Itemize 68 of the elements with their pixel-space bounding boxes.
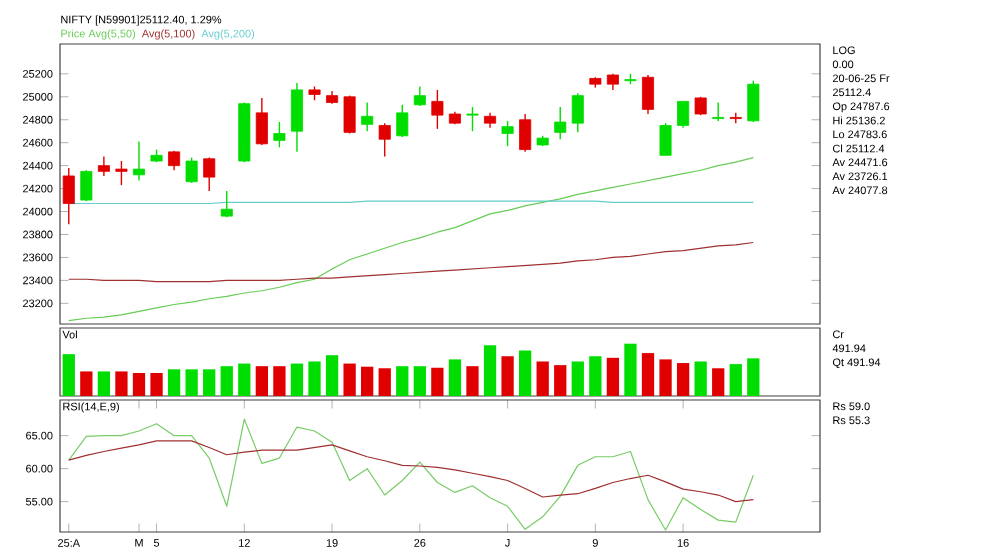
bar	[694, 361, 707, 396]
bar	[554, 365, 567, 396]
candlestick	[255, 97, 268, 146]
candlestick	[185, 156, 198, 184]
candlestick	[97, 155, 110, 177]
candlestick	[203, 156, 216, 192]
candlestick	[132, 140, 145, 182]
bar	[185, 369, 198, 396]
bar	[747, 358, 760, 396]
bar	[676, 363, 690, 396]
bar	[273, 366, 286, 396]
bar	[413, 366, 426, 396]
bar	[606, 357, 620, 396]
candlestick	[80, 169, 93, 202]
bar	[343, 363, 356, 396]
candlestick	[115, 160, 128, 186]
bar	[448, 359, 462, 396]
candlestick	[220, 190, 233, 218]
bar	[431, 367, 444, 396]
bar	[536, 361, 549, 396]
bar	[589, 356, 602, 396]
bar	[483, 345, 497, 396]
bar	[466, 366, 479, 396]
bar	[659, 359, 672, 396]
bar	[378, 368, 391, 396]
candlestick	[641, 74, 655, 115]
candlestick	[361, 101, 374, 132]
bar	[132, 372, 146, 396]
candlestick	[378, 122, 391, 158]
bar	[115, 371, 128, 396]
candlestick	[62, 167, 75, 225]
candlestick	[343, 94, 356, 135]
bar	[571, 361, 584, 396]
candlestick	[747, 80, 760, 123]
bar	[167, 369, 181, 396]
candlestick	[501, 120, 514, 147]
bar	[80, 371, 93, 396]
candlestick	[554, 106, 567, 140]
bar	[290, 363, 304, 396]
candlestick	[659, 122, 672, 156]
bar	[396, 366, 409, 396]
candlestick	[677, 100, 690, 129]
candlestick	[273, 121, 286, 148]
bar	[712, 368, 725, 396]
candlestick	[712, 101, 725, 122]
bar	[62, 354, 75, 396]
candlestick	[466, 106, 479, 132]
bar	[501, 356, 514, 396]
bar	[238, 363, 251, 396]
bar	[255, 366, 268, 396]
candlestick	[396, 104, 409, 138]
bar	[97, 371, 111, 396]
bar	[361, 366, 374, 396]
bar	[729, 364, 742, 396]
bar	[203, 369, 216, 396]
bar	[641, 353, 655, 396]
candlestick	[413, 85, 426, 107]
candlestick	[290, 82, 303, 153]
candlestick	[431, 89, 444, 130]
line-series	[68, 418, 754, 531]
bar	[325, 355, 339, 396]
candlestick	[519, 113, 532, 153]
bar	[624, 343, 637, 396]
bar	[308, 361, 321, 396]
bar	[518, 350, 532, 396]
candlestick	[571, 92, 584, 134]
bar	[220, 366, 233, 396]
bar	[150, 372, 163, 396]
